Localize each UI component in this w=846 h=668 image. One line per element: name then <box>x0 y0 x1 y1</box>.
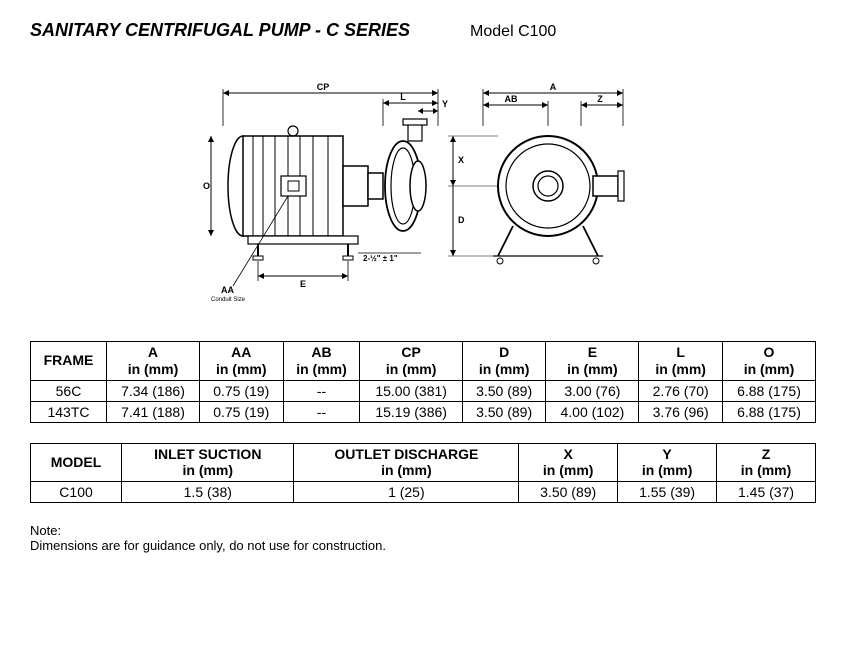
dim-x: X <box>458 155 464 165</box>
table-cell: 3.00 (76) <box>546 380 639 401</box>
table-cell: 143TC <box>31 401 107 422</box>
dimensions-table-1: FRAME Ain (mm) AAin (mm) ABin (mm) CPin … <box>30 341 816 423</box>
th-a: Ain (mm) <box>106 342 199 381</box>
table-cell: 1.45 (37) <box>717 482 816 503</box>
dim-z: Z <box>597 94 603 104</box>
pump-diagram-svg: CP L Y <box>203 81 643 301</box>
dim-aa: AA <box>221 285 234 295</box>
th-d: Din (mm) <box>462 342 546 381</box>
table-cell: 1.5 (38) <box>122 482 294 503</box>
table-cell: 15.00 (381) <box>360 380 462 401</box>
table-cell: 4.00 (102) <box>546 401 639 422</box>
table-cell: 1 (25) <box>294 482 519 503</box>
dim-l: L <box>400 92 406 102</box>
table-cell: -- <box>283 401 360 422</box>
th-e: Ein (mm) <box>546 342 639 381</box>
note-label: Note: <box>30 523 61 538</box>
table-cell: 3.50 (89) <box>519 482 618 503</box>
table-cell: 7.41 (188) <box>106 401 199 422</box>
th-frame: FRAME <box>31 342 107 381</box>
dim-cp: CP <box>317 82 330 92</box>
table-cell: 3.50 (89) <box>462 401 546 422</box>
table-cell: 15.19 (386) <box>360 401 462 422</box>
table-cell: 6.88 (175) <box>722 401 815 422</box>
th-outlet: OUTLET DISCHARGEin (mm) <box>294 443 519 482</box>
page-title: SANITARY CENTRIFUGAL PUMP - C SERIES <box>30 20 410 41</box>
th-inlet: INLET SUCTIONin (mm) <box>122 443 294 482</box>
th-aa: AAin (mm) <box>199 342 283 381</box>
table-cell: 0.75 (19) <box>199 401 283 422</box>
table-cell: 56C <box>31 380 107 401</box>
th-l: Lin (mm) <box>639 342 723 381</box>
th-cp: CPin (mm) <box>360 342 462 381</box>
th-x: Xin (mm) <box>519 443 618 482</box>
technical-diagram: CP L Y <box>30 71 816 311</box>
table-row: 143TC7.41 (188)0.75 (19)--15.19 (386)3.5… <box>31 401 816 422</box>
table-row: C1001.5 (38)1 (25)3.50 (89)1.55 (39)1.45… <box>31 482 816 503</box>
dim-ab: AB <box>505 94 518 104</box>
th-z: Zin (mm) <box>717 443 816 482</box>
table-cell: 6.88 (175) <box>722 380 815 401</box>
table-cell: 1.55 (39) <box>618 482 717 503</box>
th-ab: ABin (mm) <box>283 342 360 381</box>
table1-header-row: FRAME Ain (mm) AAin (mm) ABin (mm) CPin … <box>31 342 816 381</box>
table2-header-row: MODEL INLET SUCTIONin (mm) OUTLET DISCHA… <box>31 443 816 482</box>
dim-a: A <box>550 82 557 92</box>
table-cell: 2.76 (70) <box>639 380 723 401</box>
th-model: MODEL <box>31 443 122 482</box>
dim-y: Y <box>442 99 448 109</box>
table-row: 56C7.34 (186)0.75 (19)--15.00 (381)3.50 … <box>31 380 816 401</box>
dim-d: D <box>458 215 465 225</box>
dim-e: E <box>300 279 306 289</box>
table-cell: 3.76 (96) <box>639 401 723 422</box>
table-cell: C100 <box>31 482 122 503</box>
table-cell: 7.34 (186) <box>106 380 199 401</box>
tolerance-label: 2-½" ± 1" <box>363 254 398 263</box>
note-block: Note: Dimensions are for guidance only, … <box>30 523 816 553</box>
dimensions-table-2: MODEL INLET SUCTIONin (mm) OUTLET DISCHA… <box>30 443 816 504</box>
dim-o: O <box>203 181 210 191</box>
th-o: Oin (mm) <box>722 342 815 381</box>
model-label: Model C100 <box>470 23 556 41</box>
table-cell: 3.50 (89) <box>462 380 546 401</box>
table-cell: -- <box>283 380 360 401</box>
note-text: Dimensions are for guidance only, do not… <box>30 538 386 553</box>
conduit-label: Conduit Size <box>211 297 246 301</box>
th-y: Yin (mm) <box>618 443 717 482</box>
table-cell: 0.75 (19) <box>199 380 283 401</box>
